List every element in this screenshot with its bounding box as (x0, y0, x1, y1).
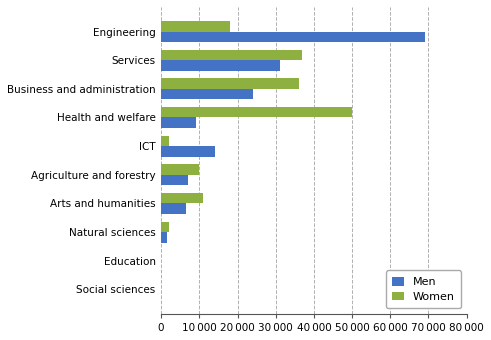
Bar (161, 107, 352, 118)
Bar (161, 193, 203, 203)
Legend: Men, Women: Men, Women (386, 271, 461, 308)
Bar (161, 222, 169, 232)
Bar (161, 136, 169, 146)
Bar (161, 175, 188, 185)
Bar (161, 32, 425, 42)
Bar (161, 146, 215, 157)
Bar (161, 89, 253, 99)
Bar (161, 60, 279, 71)
Bar (161, 164, 199, 175)
Bar (161, 232, 167, 243)
Bar (161, 21, 230, 32)
Bar (161, 203, 186, 214)
Bar (161, 118, 195, 128)
Bar (161, 78, 299, 89)
Bar (161, 50, 302, 60)
